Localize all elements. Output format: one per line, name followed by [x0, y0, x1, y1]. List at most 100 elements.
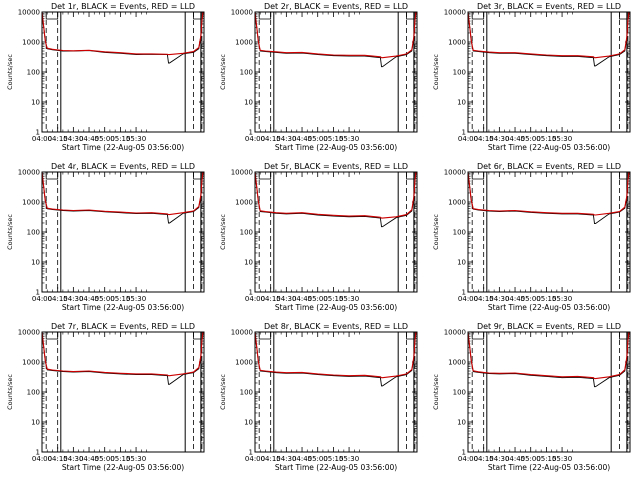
x-axis-label: Start Time (22-Aug-05 03:56:00) [62, 303, 184, 312]
y-tick-label: 10 [244, 259, 253, 267]
y-tick-label: 10 [31, 419, 40, 427]
x-tick-label: 05:00 [95, 295, 115, 303]
chart-panel-1: Det 1r, BLACK = Events, RED = LLD 1 10 100 1… [6, 2, 205, 152]
y-tick-label: 1000 [235, 359, 253, 367]
x-tick-label: 05:15 [110, 455, 130, 463]
x-tick-label: 04:30 [276, 455, 296, 463]
x-tick-label: 04:45 [505, 135, 525, 143]
chart-panel-3: Det 3r, BLACK = Events, RED = LLD 1 10 100 1… [432, 2, 631, 152]
y-tick-label: 1 [36, 129, 40, 137]
y-tick-label: 10000 [18, 329, 40, 337]
x-tick-label: 04:45 [79, 455, 99, 463]
interval-bracket [193, 332, 203, 340]
x-tick-label: 05:30 [126, 295, 146, 303]
interval-bracket [619, 172, 629, 180]
x-tick-label: 04:15 [48, 455, 68, 463]
lld-series-line [468, 12, 630, 59]
interval-bracket [406, 12, 416, 20]
interval-bracket [193, 12, 203, 20]
x-tick-label: 05:00 [95, 455, 115, 463]
y-tick-label: 100 [453, 69, 466, 77]
x-tick-label: 05:30 [339, 295, 359, 303]
interval-bracket [406, 332, 416, 340]
chart-title: Det 4r, BLACK = Events, RED = LLD [51, 162, 195, 171]
events-series-line [255, 172, 417, 228]
y-tick-label: 1 [249, 289, 253, 297]
x-tick-label: 04:00 [245, 295, 265, 303]
x-tick-label: 05:15 [536, 135, 556, 143]
y-tick-label: 1 [249, 449, 253, 457]
y-tick-label: 10000 [444, 169, 466, 177]
x-tick-label: 04:15 [474, 455, 494, 463]
events-series-line [468, 332, 630, 388]
y-tick-label: 100 [240, 229, 253, 237]
x-tick-label: 04:00 [458, 295, 478, 303]
x-tick-label: 05:15 [110, 135, 130, 143]
y-tick-label: 10 [457, 419, 466, 427]
x-tick-label: 04:15 [261, 455, 281, 463]
y-axis-label: Counts/sec [219, 374, 227, 410]
y-tick-label: 10 [244, 419, 253, 427]
y-tick-label: 100 [27, 389, 40, 397]
lld-series-line [42, 172, 204, 216]
x-tick-label: 04:00 [32, 135, 52, 143]
x-tick-label: 05:30 [126, 135, 146, 143]
x-tick-label: 04:45 [79, 295, 99, 303]
x-tick-label: 05:15 [536, 455, 556, 463]
x-axis-label: Start Time (22-Aug-05 03:56:00) [62, 143, 184, 152]
x-tick-label: 04:45 [292, 455, 312, 463]
x-tick-label: 04:30 [63, 295, 83, 303]
y-axis-label: Counts/sec [432, 54, 440, 90]
lld-series-line [42, 332, 204, 377]
lld-series-line [42, 12, 204, 56]
events-series-line [468, 12, 630, 67]
x-tick-label: 04:30 [489, 135, 509, 143]
events-series-line [42, 12, 204, 64]
y-tick-label: 10000 [231, 9, 253, 17]
chart-title: Det 7r, BLACK = Events, RED = LLD [51, 322, 195, 331]
y-tick-label: 10000 [18, 169, 40, 177]
y-tick-label: 100 [453, 229, 466, 237]
x-tick-label: 04:00 [245, 455, 265, 463]
y-tick-label: 100 [240, 69, 253, 77]
chart-panel-4: Det 4r, BLACK = Events, RED = LLD 1 10 100 1… [6, 162, 205, 312]
y-tick-label: 10 [457, 259, 466, 267]
chart-panel-6: Det 6r, BLACK = Events, RED = LLD 1 10 100 1… [432, 162, 631, 312]
x-tick-label: 05:30 [339, 135, 359, 143]
plot-frame [467, 171, 631, 293]
x-tick-label: 05:00 [521, 135, 541, 143]
chart-title: Det 8r, BLACK = Events, RED = LLD [264, 322, 408, 331]
y-tick-label: 10000 [444, 9, 466, 17]
y-tick-label: 1 [36, 289, 40, 297]
y-tick-label: 1000 [448, 359, 466, 367]
x-tick-label: 05:15 [323, 135, 343, 143]
x-tick-label: 04:30 [63, 455, 83, 463]
lld-series-line [468, 332, 630, 380]
x-tick-label: 05:00 [308, 455, 328, 463]
x-tick-label: 04:15 [261, 135, 281, 143]
x-tick-label: 05:15 [323, 455, 343, 463]
events-series-line [255, 12, 417, 68]
chart-panel-9: Det 9r, BLACK = Events, RED = LLD 1 10 100 1… [432, 322, 631, 472]
x-tick-label: 05:15 [110, 295, 130, 303]
x-tick-label: 05:15 [536, 295, 556, 303]
x-tick-label: 04:30 [276, 295, 296, 303]
x-tick-label: 05:15 [323, 295, 343, 303]
y-tick-label: 1000 [22, 199, 40, 207]
y-tick-label: 1000 [448, 199, 466, 207]
plot-frame [254, 11, 418, 133]
chart-title: Det 2r, BLACK = Events, RED = LLD [264, 2, 408, 11]
x-tick-label: 05:30 [552, 135, 572, 143]
y-tick-label: 1 [462, 449, 466, 457]
chart-panel-5: Det 5r, BLACK = Events, RED = LLD 1 10 100 1… [219, 162, 418, 312]
x-tick-label: 04:45 [79, 135, 99, 143]
interval-bracket [45, 12, 59, 20]
interval-bracket [471, 12, 485, 20]
y-tick-label: 10 [31, 259, 40, 267]
y-axis-label: Counts/sec [219, 214, 227, 250]
y-tick-label: 1000 [22, 359, 40, 367]
events-series-line [42, 332, 204, 385]
y-tick-label: 10 [244, 99, 253, 107]
x-tick-label: 05:30 [126, 455, 146, 463]
